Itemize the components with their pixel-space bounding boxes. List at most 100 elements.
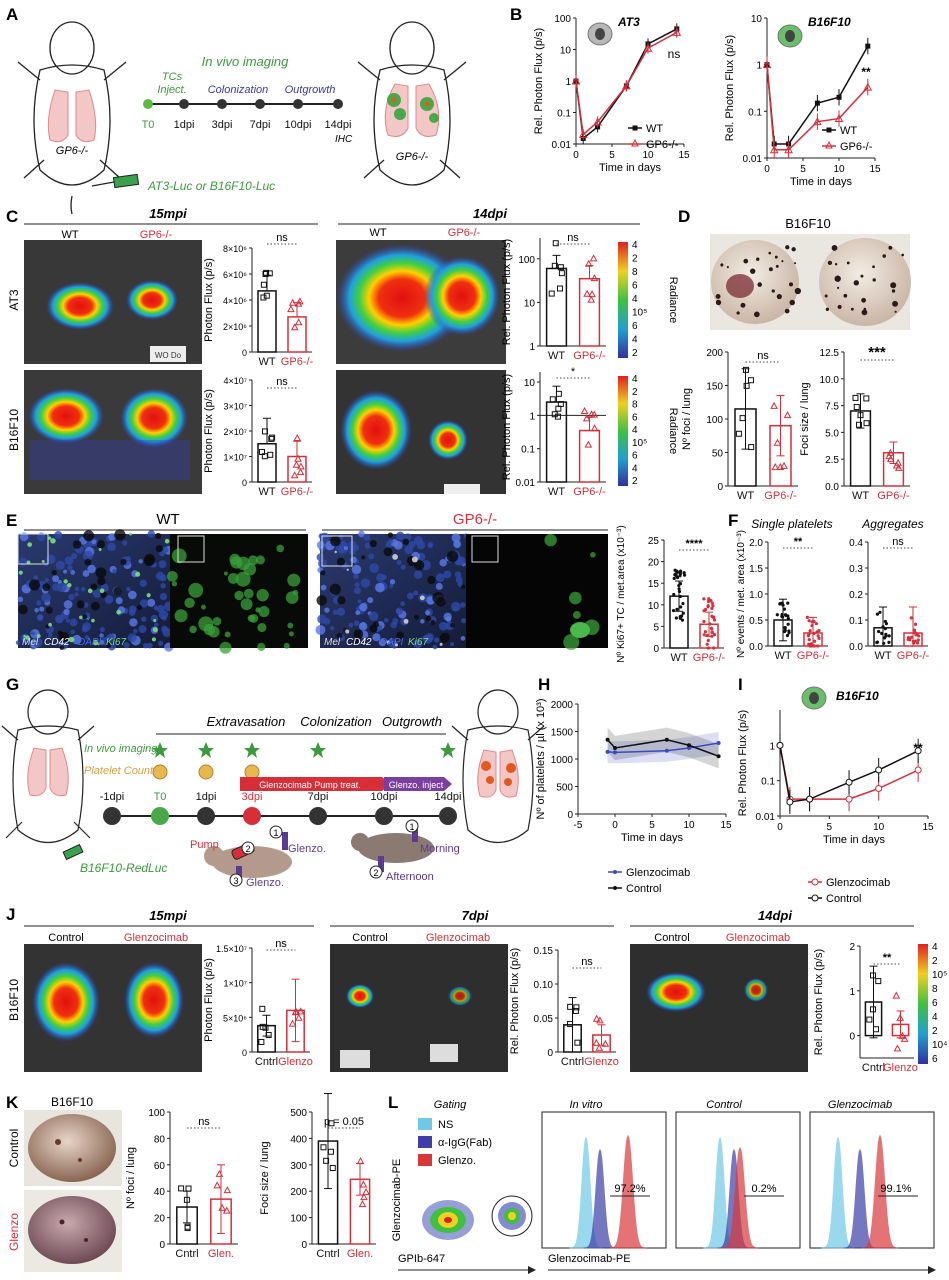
data-point [875,785,883,793]
melanin [82,614,88,620]
data-point [896,1013,905,1021]
legend-label: Control [626,883,661,895]
data-point [816,634,820,638]
foci-spot [775,264,779,268]
y-tick-label: 0.0 [749,642,763,653]
histogram [861,1134,899,1249]
series-line [575,31,678,136]
melanin [330,535,341,547]
melanin [155,532,162,539]
y-tick-label: 0.01 [743,154,763,165]
nucleus [128,609,136,616]
data-point [294,1013,303,1021]
nucleus [404,545,413,555]
nucleus [123,642,130,649]
l-arrowhead-gate [528,1266,536,1274]
data-point [893,1044,902,1052]
nucleus [71,553,78,560]
radiance-tick: 10⁵ [932,970,947,981]
lungs-icon [47,89,97,143]
melanin [45,606,53,614]
j-title-15: 15mpi [149,908,187,923]
radiance-tick: 4 [632,335,638,346]
data-point [805,615,809,619]
data-point [672,27,682,36]
ivis-image-j-7 [330,944,508,1072]
category-label: GP6-/- [573,350,606,362]
data-point [814,100,820,106]
timepoint-label: 3dpi [212,119,233,131]
melanin [461,584,466,589]
timeline-dot [103,807,121,825]
nucleus [396,560,402,565]
y-tick-label: 0.1 [521,445,535,456]
data-point [783,628,787,633]
c-title-14dpi: 14dpi [473,206,507,221]
data-point [682,571,686,575]
star-icon [244,742,260,758]
ki67-cell [208,626,220,638]
nucleus [147,598,156,607]
melanin [114,529,126,541]
nucleus [439,558,447,567]
y-tick-label: 10 [751,14,763,25]
treated-mouse-inject [351,826,434,872]
melanin [144,555,155,567]
mouse-right-label: GP6-/- [396,151,429,163]
y-tick-label: 500 [556,783,573,794]
g-platelet-count: Platelet Count [84,765,154,777]
ki67-cell [570,622,590,638]
data-point [263,269,270,276]
panel-letter-a: A [6,5,18,24]
nucleus [389,579,396,585]
marker-cell [87,588,93,594]
nucleus [99,627,105,633]
data-point [710,601,714,605]
melanin [450,623,455,628]
ki67-cell [287,622,294,629]
y-tick-label: 4×10⁷ [223,376,247,386]
melanin [446,550,459,563]
timeline-dot [375,807,393,825]
marker-cell [98,547,102,551]
category-label: Glen. [347,1248,373,1260]
data-point [548,290,555,297]
data-point [291,1008,300,1016]
data-point [664,737,669,742]
data-point [887,634,891,638]
timeline-dot [197,807,215,825]
marker-cell [146,593,151,598]
timepoint-label: -1dpi [100,791,124,803]
marker-cell [164,538,170,544]
data-point [883,627,887,631]
y-tick-label: 0.1 [748,107,762,118]
melanin [414,614,419,620]
nucleus [139,579,147,587]
nucleus [332,609,338,615]
c-ko-label-left: GP6-/- [140,229,173,241]
micrograph-ko-ki67 [466,533,608,650]
ivis-image-c-at3-15mpi: WO Do [24,240,202,364]
y-tick-label: 20 [154,1214,166,1225]
photo-label: WO Do [155,351,182,360]
foci-spot [890,282,897,289]
nucleus [318,558,328,569]
marker-cell [67,582,72,588]
category-label: WT [548,350,565,362]
foci-spot [888,245,893,250]
nucleus [329,625,335,631]
y-tick-label: 2 [849,942,855,953]
glenzo-label-2: Glenzo. [246,877,284,889]
data-point [762,60,772,69]
x-tick-label: 5 [649,820,655,831]
radiance-tick: 2 [632,387,638,398]
star-icon [152,742,168,758]
nucleus [159,592,168,601]
category-label: GP6-/- [693,652,726,664]
j-row: B16F10 [7,979,21,1021]
y-tick-label: 0 [242,1048,247,1058]
timepoint-label: 14dpi [325,119,352,131]
data-point [605,737,610,742]
category-label: WT [670,652,687,664]
